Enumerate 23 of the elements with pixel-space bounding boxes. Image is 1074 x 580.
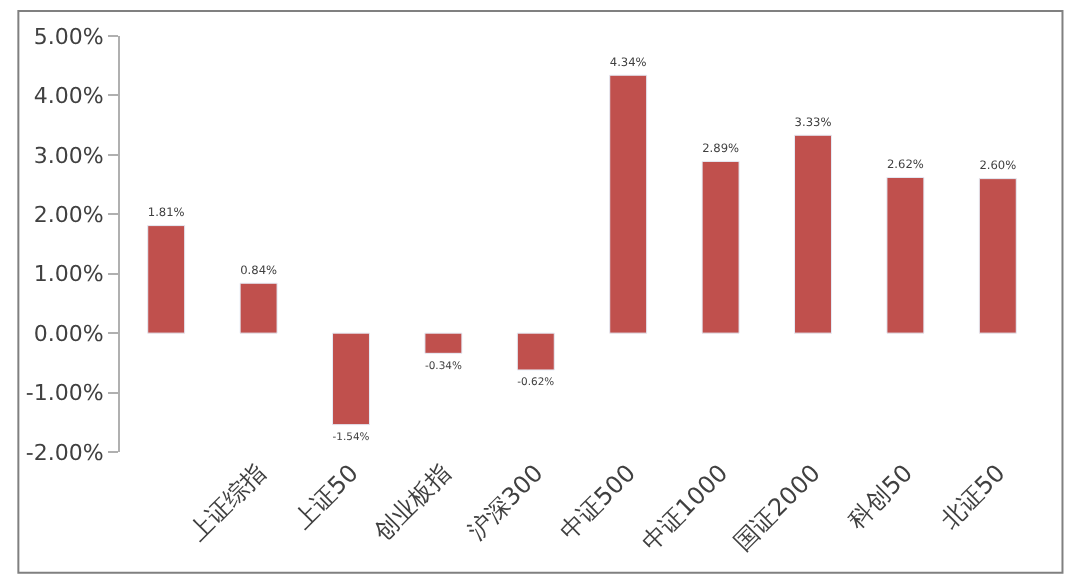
x-tick-label: 科创50 — [842, 458, 919, 535]
y-tick-label: -2.00% — [25, 439, 104, 466]
bar — [332, 332, 370, 426]
y-tick-label: 0.00% — [33, 320, 104, 347]
bar — [609, 74, 648, 334]
bar — [978, 178, 1017, 334]
x-tick-label: 北证50 — [935, 458, 1011, 535]
y-tick-label: 4.00% — [33, 83, 104, 110]
x-tick-label: 创业板指 — [368, 458, 457, 547]
y-tick-label: 5.00% — [33, 23, 104, 50]
bar — [239, 282, 278, 334]
bar — [701, 160, 740, 334]
x-tick-label: 上证综指 — [183, 458, 272, 547]
bar — [794, 134, 832, 334]
y-tick-label: -1.00% — [25, 380, 104, 407]
y-tick-label: 1.00% — [33, 261, 104, 288]
bar — [147, 225, 186, 334]
y-tick-label: 2.00% — [33, 201, 104, 228]
bar — [886, 176, 925, 334]
x-tick-label: 上证50 — [288, 458, 364, 535]
bar — [424, 332, 463, 354]
y-tick-label: 3.00% — [33, 142, 104, 169]
bar — [516, 332, 555, 371]
